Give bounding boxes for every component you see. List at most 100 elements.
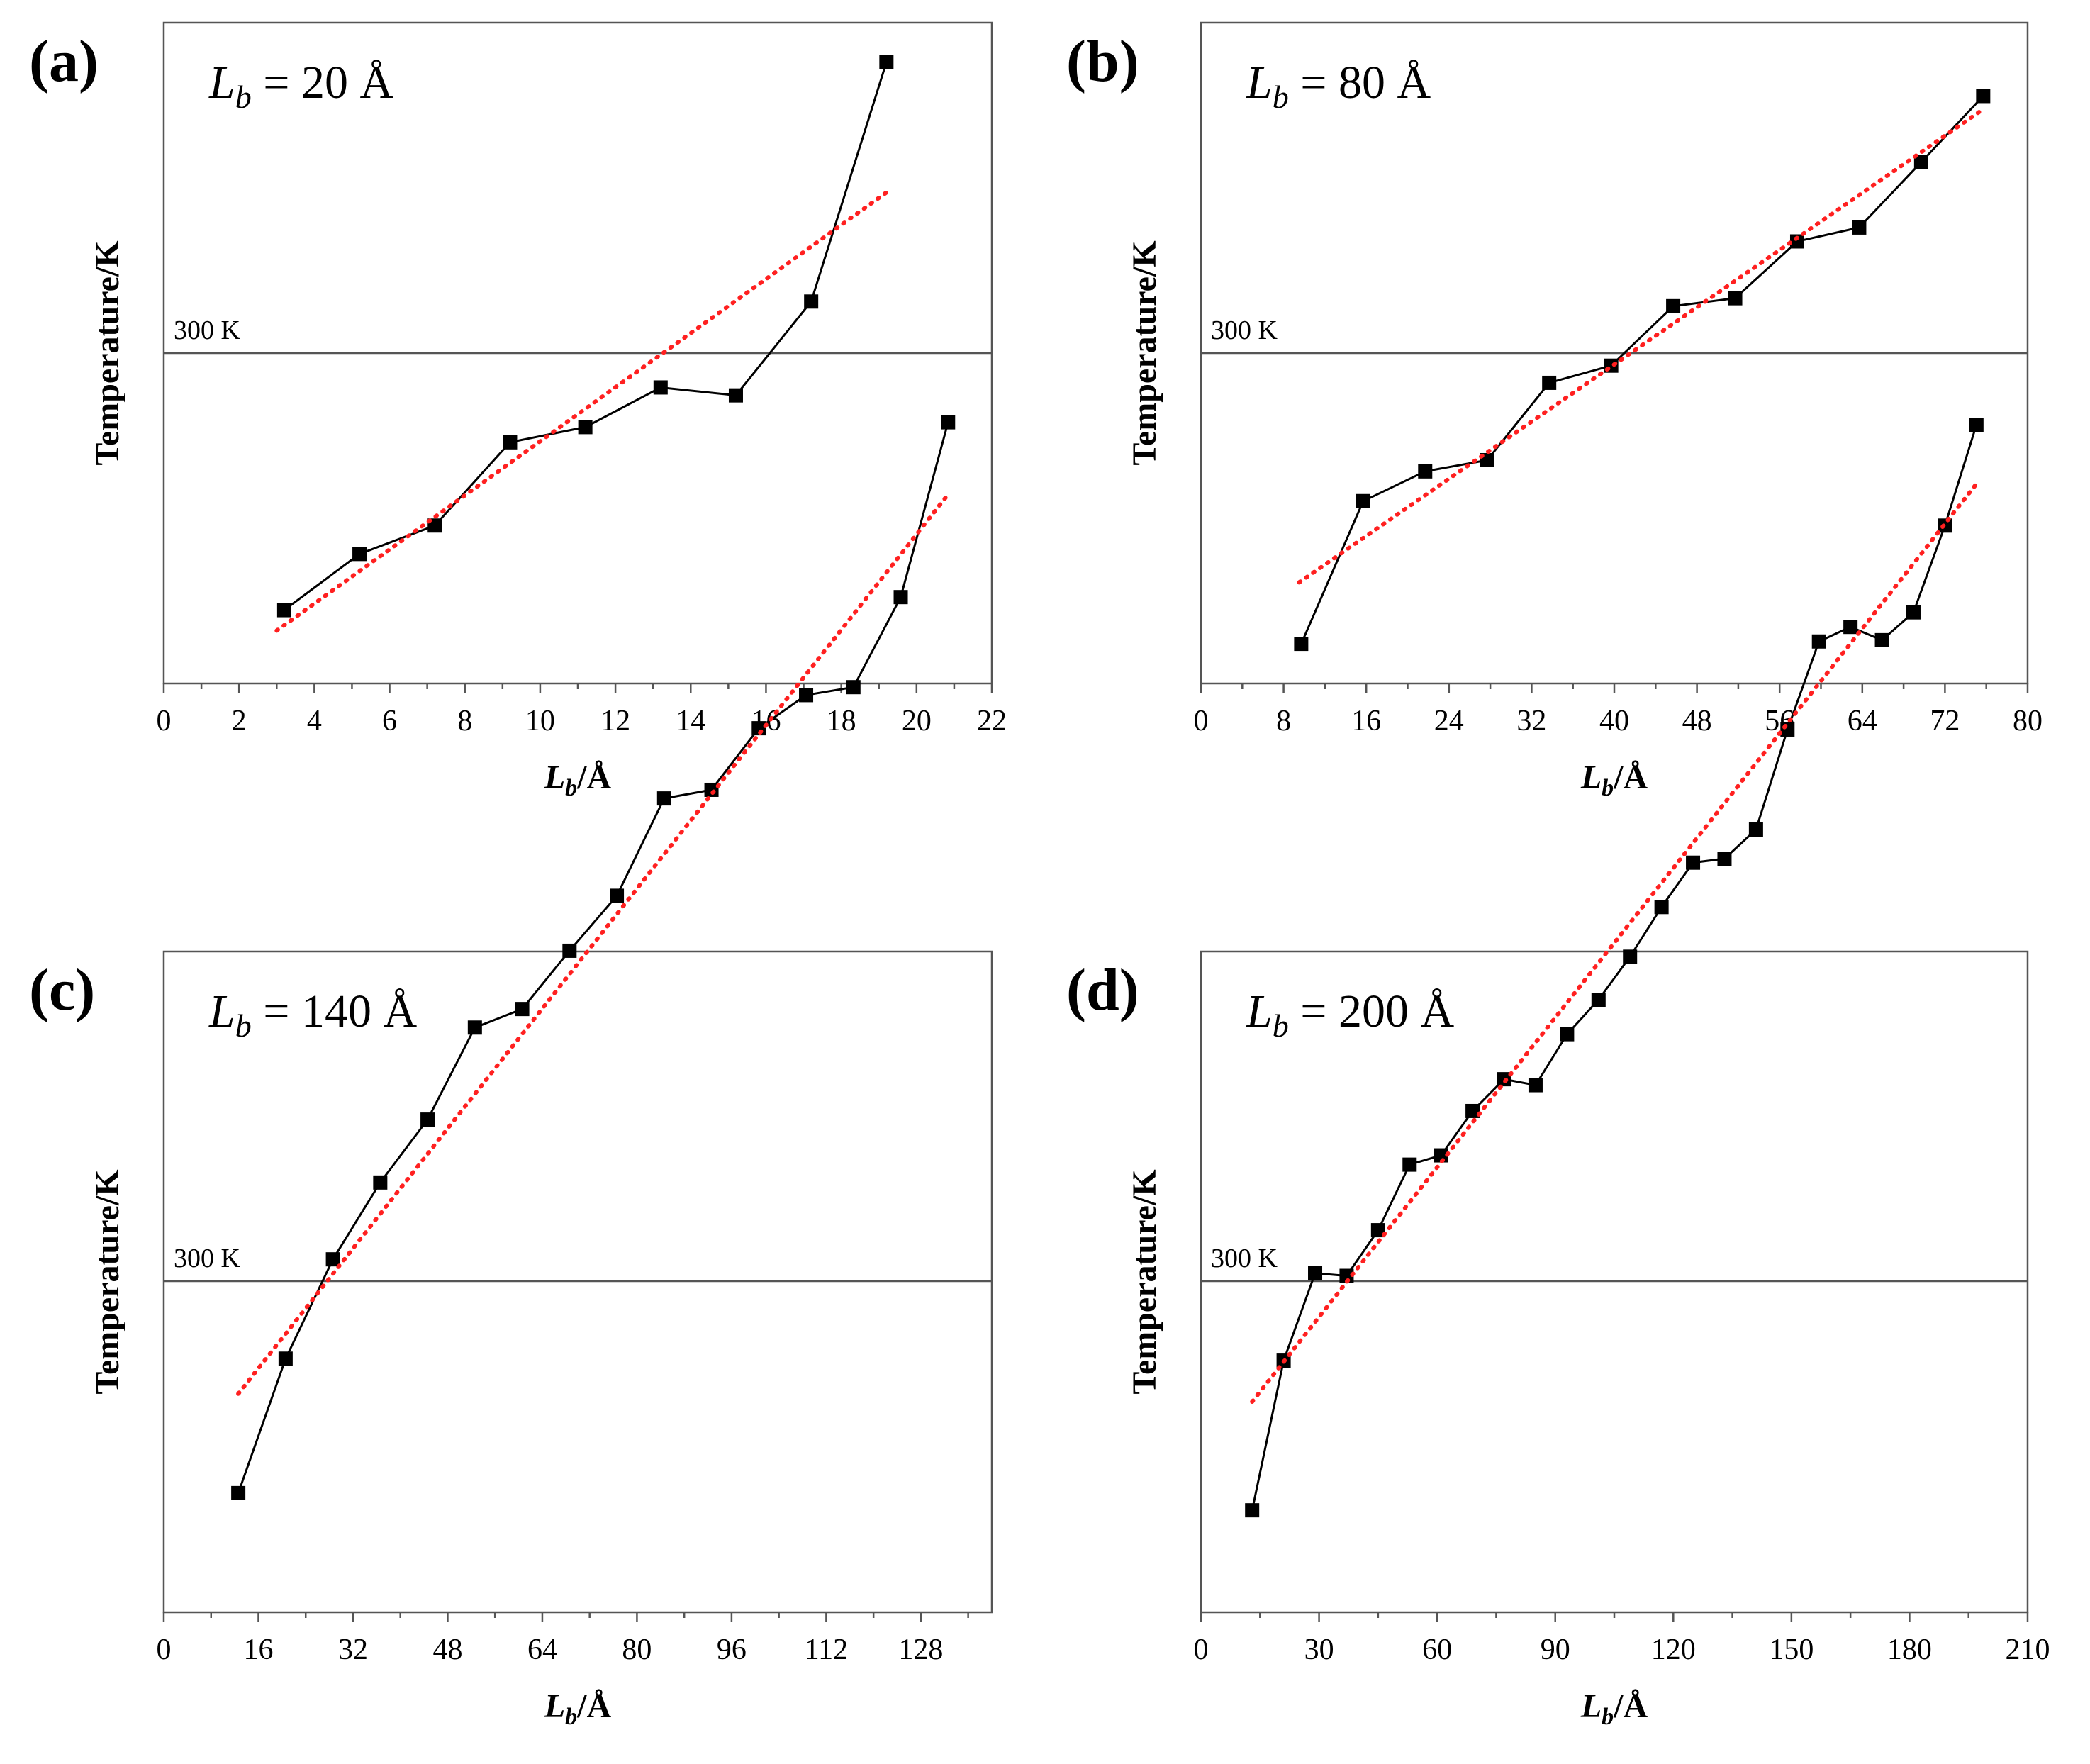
chart-panel-c: 300 K0 16 32 48 64 80 96 112 128Lb/ÅTemperature/…: [29, 415, 993, 1730]
x-tick-label: 60: [1422, 1634, 1452, 1666]
chart-panel-d: 300 K 0 30 60 90 120 150 180 210 Lb/Å Temperature/…: [1066, 418, 2050, 1730]
annotation-sub: b: [1273, 79, 1289, 115]
data-line: [1300, 95, 1984, 644]
reference-line-label: 300 K: [174, 316, 241, 345]
x-tick-label: 6: [382, 705, 397, 737]
data-point: [1245, 1503, 1260, 1518]
panel-annotation: Lb = 20 Å: [208, 57, 393, 115]
x-tick-label: 32: [1516, 705, 1546, 737]
data-point: [704, 782, 719, 797]
x-tick-label: 64: [1848, 705, 1877, 737]
y-axis-label: Temperature/K: [89, 1169, 126, 1394]
annotation-value: = 140 Å: [252, 986, 418, 1037]
data-point: [1402, 1157, 1417, 1172]
x-tick-label: 8: [1276, 705, 1291, 737]
x-tick-label: 24: [1434, 705, 1464, 737]
annotation-var: L: [208, 986, 235, 1037]
data-point: [515, 1002, 530, 1017]
x-tick-label: 96: [717, 1634, 747, 1666]
x-tick-label: 4: [307, 705, 322, 737]
chart-panel-a: 300 K0 2 4 6 8 10 12 14 16 18 20 22Lb/ÅTemperature/…: [29, 21, 1007, 801]
data-line: [284, 62, 888, 611]
data-point: [1542, 375, 1557, 390]
x-tick-label: 128: [898, 1634, 943, 1666]
data-point: [578, 420, 593, 435]
data-point: [1294, 637, 1309, 652]
x-tick-label: 22: [977, 705, 1007, 737]
data-point: [1852, 220, 1867, 235]
data-point: [562, 943, 577, 958]
data-point: [1560, 1027, 1575, 1042]
data-point: [1780, 722, 1795, 737]
x-tick-label: 80: [2013, 705, 2043, 737]
x-tick-label: 0: [1194, 705, 1209, 737]
panel-label: (c): [29, 957, 95, 1023]
data-point: [1356, 493, 1370, 508]
x-tick-label: 16: [243, 1634, 273, 1666]
data-point: [1654, 900, 1669, 915]
x-tick-label: 10: [525, 705, 555, 737]
x-tick-label: 16: [1351, 705, 1381, 737]
annotation-var: L: [1246, 986, 1273, 1037]
panel-annotation: Lb = 140 Å: [208, 986, 417, 1044]
x-tick-label: 180: [1887, 1634, 1932, 1666]
x-tick-label: 40: [1599, 705, 1629, 737]
data-point: [1370, 1223, 1385, 1238]
data-point: [799, 688, 814, 703]
annotation-sub: b: [235, 79, 252, 115]
reference-line-label: 300 K: [1211, 316, 1278, 345]
fit-line: [1250, 481, 1979, 1404]
data-point: [1874, 632, 1889, 647]
x-tick-label: 48: [1682, 705, 1712, 737]
data-point: [467, 1020, 482, 1035]
x-axis-label-unit: /Å: [576, 1687, 611, 1725]
data-point: [610, 888, 625, 903]
fit-line: [236, 492, 951, 1396]
x-axis-label-sub: b: [565, 775, 577, 801]
x-tick-label: 0: [157, 1634, 172, 1666]
x-axis-label: Lb/Å: [544, 1687, 612, 1730]
x-tick-label: 32: [338, 1634, 368, 1666]
x-tick-label: 20: [902, 705, 932, 737]
data-point: [1666, 298, 1681, 313]
annotation-value: = 200 Å: [1289, 986, 1455, 1037]
x-axis-label-sub: b: [1602, 775, 1614, 801]
x-tick-label: 0: [1194, 1634, 1209, 1666]
reference-line-label: 300 K: [1211, 1244, 1278, 1273]
fit-line: [1297, 107, 1986, 585]
data-point: [1591, 993, 1606, 1007]
x-axis-label: Lb/Å: [1580, 759, 1648, 801]
x-tick-label: 120: [1651, 1634, 1696, 1666]
reference-line-label: 300 K: [174, 1244, 241, 1273]
data-point: [1717, 852, 1732, 866]
annotation-value: = 80 Å: [1289, 57, 1431, 108]
y-axis-label: Temperature/K: [1126, 240, 1163, 465]
data-point: [653, 380, 668, 395]
data-line: [237, 422, 949, 1494]
data-point: [1418, 464, 1433, 479]
data-point: [373, 1175, 388, 1190]
data-point: [1528, 1078, 1543, 1093]
data-point: [1728, 291, 1743, 306]
data-point: [879, 55, 894, 69]
x-tick-label: 18: [827, 705, 856, 737]
x-axis-label-sub: b: [1602, 1704, 1614, 1730]
x-axis-label-var: L: [544, 759, 565, 796]
data-point: [1686, 855, 1701, 870]
data-point: [1465, 1103, 1480, 1118]
x-tick-label: 150: [1769, 1634, 1814, 1666]
x-axis-label-var: L: [1580, 1687, 1602, 1725]
panel-label: (d): [1066, 957, 1139, 1023]
x-axis-label-var: L: [1580, 759, 1602, 796]
data-point: [1913, 155, 1928, 169]
x-tick-label: 14: [676, 705, 705, 737]
data-point: [893, 590, 908, 605]
x-axis-label-unit: /Å: [1613, 1687, 1648, 1725]
x-tick-label: 64: [527, 1634, 557, 1666]
data-point: [503, 435, 518, 450]
data-point: [276, 603, 291, 618]
y-axis-label: Temperature/K: [1126, 1169, 1163, 1394]
x-tick-label: 210: [2006, 1634, 2050, 1666]
data-point: [1811, 634, 1826, 649]
